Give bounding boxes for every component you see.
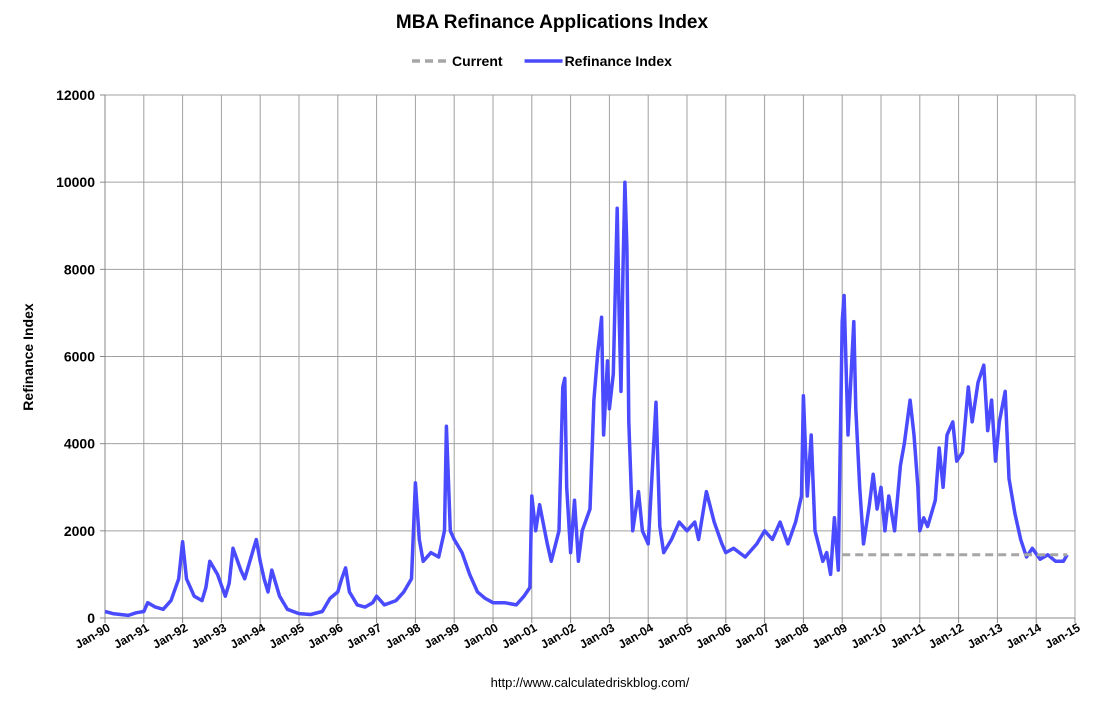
x-tick-label: Jan-13 bbox=[965, 620, 1005, 651]
x-tick-label: Jan-09 bbox=[810, 620, 850, 651]
x-tick-label: Jan-99 bbox=[422, 620, 462, 651]
legend-label: Current bbox=[452, 53, 503, 69]
y-tick-label: 8000 bbox=[64, 261, 95, 277]
x-tick-label: Jan-93 bbox=[189, 620, 229, 651]
x-tick-label: Jan-06 bbox=[693, 620, 733, 651]
x-tick-label: Jan-96 bbox=[305, 620, 345, 651]
y-tick-label: 2000 bbox=[64, 523, 95, 539]
x-tick-label: Jan-05 bbox=[655, 620, 695, 651]
x-tick-label: Jan-14 bbox=[1004, 620, 1044, 651]
x-tick-label: Jan-02 bbox=[538, 620, 578, 651]
y-tick-label: 0 bbox=[87, 610, 95, 626]
line-series bbox=[104, 180, 1069, 618]
x-tick-label: Jan-08 bbox=[771, 620, 811, 651]
source-note: http://www.calculatedriskblog.com/ bbox=[491, 675, 690, 690]
x-tick-label: Jan-10 bbox=[849, 620, 889, 651]
chart-title: MBA Refinance Applications Index bbox=[396, 12, 709, 33]
x-tick-label: Jan-01 bbox=[499, 620, 539, 651]
x-tick-label: Jan-92 bbox=[150, 620, 190, 651]
legend-label: Refinance Index bbox=[565, 53, 673, 69]
y-axis-label: Refinance Index bbox=[20, 303, 36, 411]
x-tick-label: Jan-07 bbox=[732, 620, 772, 651]
y-tick-label: 12000 bbox=[56, 87, 95, 103]
y-tick-label: 10000 bbox=[56, 174, 95, 190]
x-tick-label: Jan-95 bbox=[267, 620, 307, 651]
x-tick-label: Jan-94 bbox=[228, 620, 268, 651]
y-tick-label: 4000 bbox=[64, 436, 95, 452]
x-tick-label: Jan-11 bbox=[888, 620, 928, 651]
x-tick-label: Jan-00 bbox=[461, 620, 501, 651]
x-tick-label: Jan-98 bbox=[383, 620, 423, 651]
x-tick-label: Jan-91 bbox=[111, 620, 151, 651]
x-tick-label: Jan-12 bbox=[926, 620, 966, 651]
x-tick-label: Jan-97 bbox=[344, 620, 384, 651]
x-tick-label: Jan-15 bbox=[1043, 620, 1083, 651]
x-tick-label: Jan-03 bbox=[577, 620, 617, 651]
y-tick-label: 6000 bbox=[64, 349, 95, 365]
x-tick-label: Jan-04 bbox=[616, 620, 656, 651]
